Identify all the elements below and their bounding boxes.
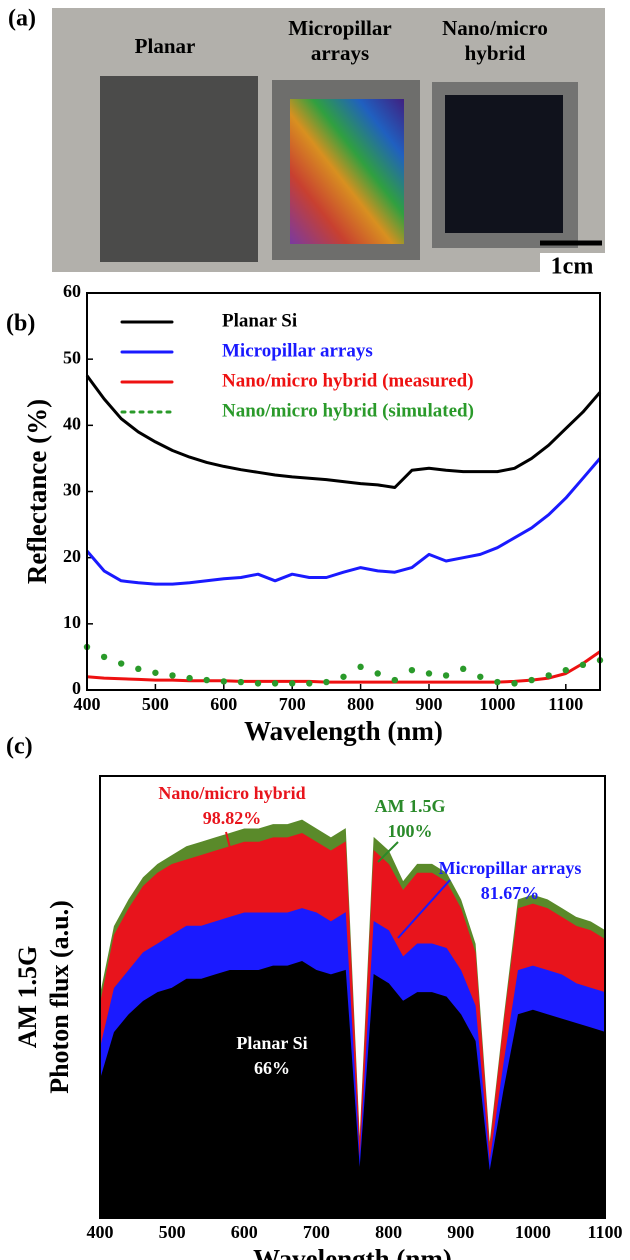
y-axis-label: Photon flux (a.u.) — [45, 900, 74, 1094]
data-point — [477, 673, 484, 680]
y-tick-label: 10 — [63, 612, 81, 632]
y-tick-label: 40 — [63, 413, 81, 433]
data-point — [186, 674, 193, 682]
x-tick-label: 700 — [279, 694, 306, 714]
x-tick-label: 500 — [142, 694, 169, 714]
panel-label: (c) — [6, 734, 33, 760]
data-point — [425, 670, 433, 677]
sample-label: hybrid — [465, 41, 526, 65]
data-point — [100, 653, 108, 661]
data-point — [271, 680, 279, 687]
label-bg — [0, 0, 52, 40]
annotation: 100% — [388, 821, 433, 841]
x-tick-label: 600 — [231, 1222, 258, 1242]
data-point — [374, 670, 381, 677]
series-line — [85, 457, 602, 586]
series-area — [99, 961, 606, 1219]
data-point — [494, 678, 501, 686]
data-point — [306, 680, 313, 687]
annotation-arrow — [225, 831, 237, 873]
y-tick-label: 30 — [63, 480, 81, 500]
x-tick-label: 900 — [447, 1222, 474, 1242]
x-tick-label: 700 — [303, 1222, 330, 1242]
x-tick-label: 1100 — [587, 1222, 622, 1242]
y-tick-label: 60 — [63, 281, 81, 301]
data-point — [289, 680, 296, 687]
panel-label: (b) — [6, 311, 35, 337]
data-point — [135, 665, 142, 673]
annotation: Planar Si — [236, 1033, 307, 1053]
sample-label: Planar — [135, 34, 196, 58]
micropillar-area — [290, 99, 404, 244]
legend-label: Planar Si — [222, 310, 297, 331]
sample-label: arrays — [311, 41, 369, 65]
y-axis-label: AM 1.5G — [13, 946, 42, 1049]
x-tick-label: 1000 — [479, 694, 515, 714]
planar-sample — [100, 76, 258, 262]
annotation: 66% — [254, 1058, 290, 1078]
annotation-arrow — [397, 879, 451, 939]
data-point — [340, 673, 347, 680]
data-point — [169, 672, 176, 679]
data-point — [118, 660, 125, 667]
x-tick-label: 800 — [347, 694, 374, 714]
x-tick-label: 800 — [375, 1222, 402, 1242]
x-tick-label: 1100 — [548, 694, 583, 714]
data-point — [254, 680, 262, 687]
data-point — [528, 676, 535, 684]
annotation: Micropillar arrays — [439, 858, 582, 878]
annotation: AM 1.5G — [375, 796, 446, 816]
hybrid-area — [445, 95, 563, 233]
annotation: Nano/micro hybrid — [158, 783, 305, 803]
y-tick-label: 20 — [63, 546, 81, 566]
legend-label: Nano/micro hybrid (measured) — [222, 370, 474, 391]
x-axis-label: Wavelength (nm) — [244, 716, 443, 746]
data-point — [511, 680, 518, 687]
legend-label: Micropillar arrays — [222, 340, 373, 361]
data-point — [357, 663, 364, 671]
panel-label: (a) — [8, 6, 36, 32]
x-tick-label: 900 — [416, 694, 443, 714]
sample-label: Micropillar — [288, 16, 391, 40]
data-point — [203, 676, 210, 684]
scale-label: 1cm — [551, 254, 594, 280]
x-axis-label: Wavelength (nm) — [253, 1244, 452, 1260]
data-point — [442, 672, 450, 679]
data-point — [391, 676, 398, 684]
plot-frame — [99, 775, 606, 1219]
data-point — [562, 666, 569, 674]
x-tick-label: 400 — [74, 694, 101, 714]
sample-label: Nano/micro — [442, 16, 548, 40]
data-point — [323, 678, 330, 686]
series-line — [85, 374, 602, 489]
label-bg — [540, 253, 610, 283]
data-point — [237, 678, 245, 686]
x-tick-label: 1000 — [515, 1222, 551, 1242]
data-point — [408, 666, 416, 674]
annotation: 98.82% — [203, 808, 262, 828]
x-tick-label: 400 — [87, 1222, 114, 1242]
photo — [52, 8, 605, 272]
y-axis-label: Reflectance (%) — [22, 399, 52, 584]
data-point — [152, 669, 159, 676]
y-tick-label: 50 — [63, 347, 81, 367]
plot-frame — [86, 292, 601, 691]
x-tick-label: 600 — [210, 694, 237, 714]
x-tick-label: 500 — [159, 1222, 186, 1242]
y-tick-label: 0 — [72, 678, 81, 698]
data-point — [220, 678, 227, 685]
data-point — [460, 665, 467, 673]
data-point — [579, 661, 587, 669]
annotation: 81.67% — [481, 883, 540, 903]
annotation-arrow — [377, 841, 399, 863]
data-point — [545, 672, 552, 679]
legend-label: Nano/micro hybrid (simulated) — [222, 400, 474, 421]
